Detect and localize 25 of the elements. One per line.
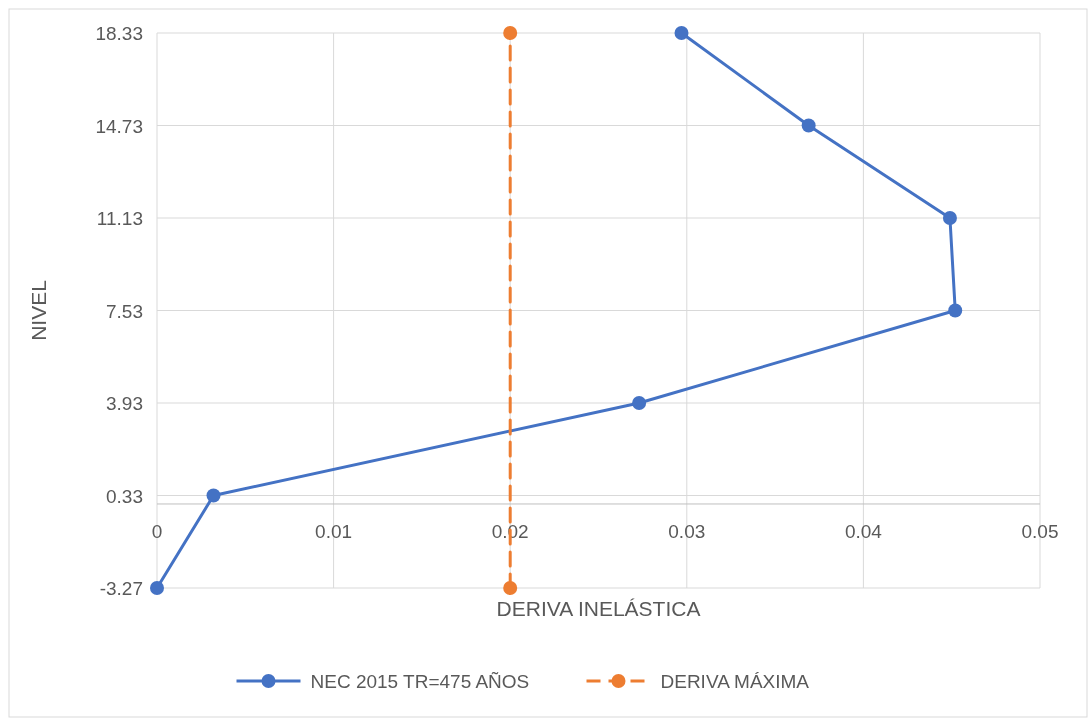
point (150, 581, 164, 595)
y-tick-label: -3.27 (99, 578, 143, 599)
point (632, 396, 647, 410)
point (942, 211, 957, 225)
y-tick-label: 18.33 (95, 23, 143, 44)
legend-label: NEC 2015 TR=475 AÑOS (310, 671, 530, 692)
y-tick-label: 7.53 (106, 300, 143, 322)
y-tick-label: 3.93 (106, 393, 143, 414)
point (503, 581, 518, 595)
point (801, 118, 816, 133)
point (948, 303, 963, 318)
y-axis-title: NIVEL (27, 280, 50, 341)
x-tick-label: 0 (151, 520, 163, 542)
x-tick-label: 0.01 (315, 520, 353, 542)
y-tick-label: 11.13 (96, 208, 143, 229)
point (674, 26, 689, 40)
y-tick-label: 0.33 (106, 485, 143, 507)
x-tick-label: 0.04 (844, 520, 883, 542)
point (503, 26, 518, 40)
y-tick-label: 14.73 (95, 115, 143, 137)
legend-label: DERIVA MÁXIMA (660, 671, 810, 692)
x-axis-title: DERIVA INELÁSTICA (496, 597, 701, 620)
point (206, 488, 221, 503)
x-tick-label: 0.05 (1021, 520, 1059, 542)
x-tick-label: 0.03 (668, 520, 706, 542)
